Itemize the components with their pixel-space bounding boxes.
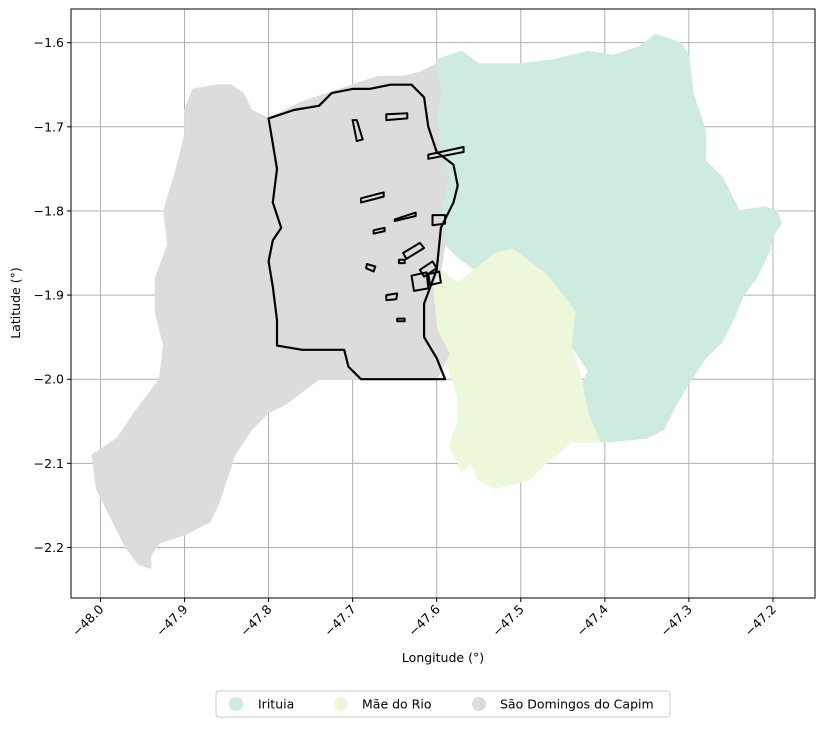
study-area-outline <box>267 83 465 381</box>
outline-inner-shape <box>427 146 465 160</box>
x-tick-label: −47.8 <box>237 601 275 639</box>
x-tick-label: −47.4 <box>573 601 611 639</box>
y-tick-label: −2.2 <box>34 540 64 555</box>
y-axis-label: Latitude (°) <box>8 267 23 338</box>
x-tick-label: −48.0 <box>69 601 107 639</box>
legend-label-mae-do-rio: Mãe do Rio <box>362 697 431 712</box>
y-tick-label: −1.8 <box>34 203 64 218</box>
legend-marker-mae-do-rio <box>334 697 348 711</box>
x-tick-label: −47.9 <box>153 601 191 639</box>
outline-inner-shape <box>360 191 385 204</box>
y-tick-label: −2.1 <box>34 456 64 471</box>
legend-marker-irituia <box>229 697 243 711</box>
x-tick-label: −47.6 <box>405 601 443 639</box>
legend-label-sao-domingos-do-capim: São Domingos do Capim <box>500 697 654 712</box>
outline-inner-shape <box>410 271 430 292</box>
outline-inner-shape <box>372 226 386 235</box>
outline-inner-shape <box>427 270 442 286</box>
legend-marker-sao-domingos-do-capim <box>472 697 486 711</box>
x-tick-label: −47.7 <box>321 602 359 640</box>
outline-boundary <box>267 83 459 381</box>
outline-inner-shape <box>396 317 406 323</box>
legend-frame <box>215 690 671 718</box>
x-axis-ticks: −48.0 −47.9 −47.8 −47.7 −47.6 −47.5 −47.4 −47.3… <box>69 598 779 639</box>
outline-inner-shape <box>385 292 399 302</box>
outline-inner-shape <box>351 119 364 143</box>
x-tick-label: −47.5 <box>489 602 527 640</box>
legend: Irituia Mãe do Rio São Domingos do Capim <box>215 690 671 718</box>
outline-inner-shape <box>397 258 406 265</box>
y-tick-label: −1.6 <box>34 35 64 50</box>
outline-inner-shape <box>418 260 438 278</box>
x-tick-label: −47.3 <box>657 602 695 640</box>
outline-inner-shape <box>402 241 426 260</box>
plot-frame <box>70 8 816 599</box>
region-irituia <box>436 33 782 443</box>
x-axis-label: Longitude (°) <box>402 650 484 665</box>
y-tick-label: −1.9 <box>34 288 64 303</box>
y-tick-label: −1.7 <box>34 119 64 134</box>
y-axis-ticks: −1.6 −1.7 −1.8 −1.9 −2.0 −2.1 −2.2 <box>34 35 71 555</box>
outline-inner-shape <box>431 214 447 227</box>
outline-inner-shape <box>393 211 417 222</box>
y-tick-label: −2.0 <box>34 372 64 387</box>
x-tick-label: −47.2 <box>741 602 779 640</box>
outline-inner-shape <box>365 263 377 273</box>
region-sao-domingos-do-capim <box>91 63 450 570</box>
outline-inner-shape <box>385 112 409 122</box>
region-polygons <box>91 33 782 570</box>
region-mae-do-rio <box>427 248 602 490</box>
legend-label-irituia: Irituia <box>258 697 294 712</box>
